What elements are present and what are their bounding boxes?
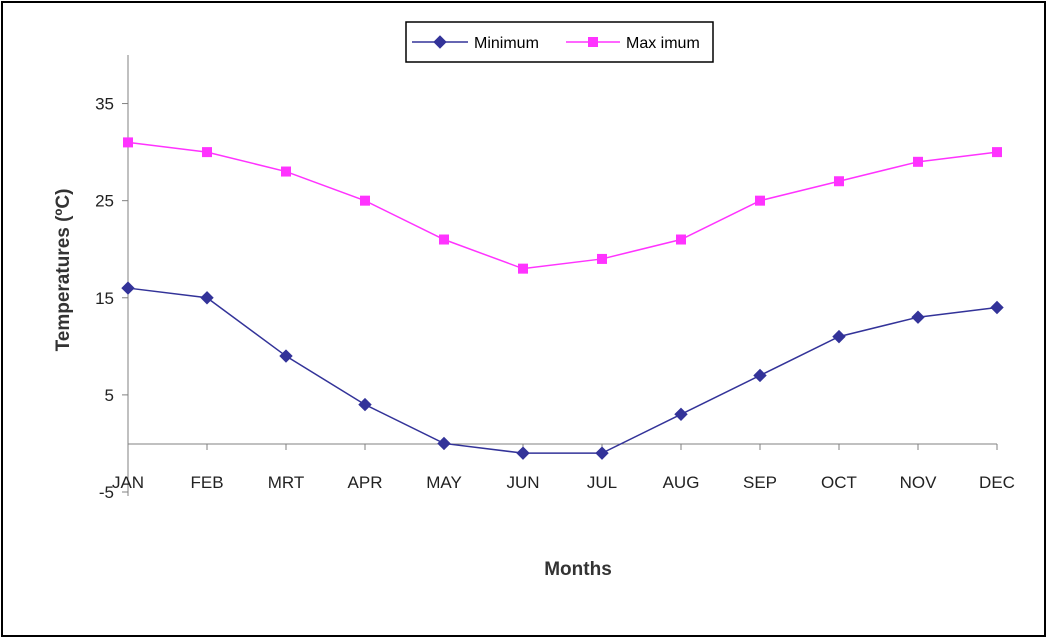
legend-label: Max imum xyxy=(626,35,700,52)
x-tick-label: NOV xyxy=(900,473,938,492)
diamond-point xyxy=(516,446,530,460)
diamond-point xyxy=(279,349,293,363)
x-tick-label: JUL xyxy=(587,473,617,492)
y-axis-ticks: 35 25 15 5 -5 xyxy=(95,95,128,502)
x-tick-label: MAY xyxy=(426,473,462,492)
series-line xyxy=(127,141,998,270)
square-point xyxy=(913,156,923,167)
series-line xyxy=(127,287,998,454)
x-axis-title: Months xyxy=(544,559,612,580)
square-legend-marker xyxy=(588,37,598,47)
square-point xyxy=(123,137,133,148)
diamond-point xyxy=(121,281,135,295)
x-tick-label: MRT xyxy=(268,473,305,492)
x-tick-label: DEC xyxy=(979,473,1015,492)
series-layer xyxy=(121,137,1004,460)
diamond-point xyxy=(358,397,372,412)
x-tick-label: JUN xyxy=(506,473,539,492)
legend: Minimum Max imum xyxy=(405,21,714,63)
diamond-point xyxy=(753,368,767,383)
square-point xyxy=(360,195,370,206)
square-point xyxy=(676,234,686,245)
diamond-point xyxy=(595,446,609,460)
y-tick-label: 5 xyxy=(105,386,114,405)
diamond-legend-marker xyxy=(433,35,447,49)
x-tick-label: APR xyxy=(348,473,383,492)
legend-item: Max imum xyxy=(566,35,700,52)
x-tick-label: FEB xyxy=(190,473,223,492)
square-point xyxy=(597,253,607,264)
square-point xyxy=(834,176,844,187)
diamond-point xyxy=(437,436,451,451)
y-axis-title: Temperatures (ºC) xyxy=(53,189,74,352)
x-tick-label: JAN xyxy=(112,473,144,492)
diamond-point xyxy=(832,329,846,344)
y-tick-label: 15 xyxy=(95,289,114,308)
diamond-point xyxy=(674,407,688,422)
legend-label: Minimum xyxy=(474,35,539,52)
series-minimum xyxy=(121,281,1004,460)
diamond-point xyxy=(911,310,925,324)
axes xyxy=(127,55,997,496)
x-tick-label: OCT xyxy=(821,473,857,492)
series-maximum xyxy=(123,137,1002,274)
square-point xyxy=(992,147,1002,158)
square-point xyxy=(281,166,291,177)
square-point xyxy=(202,147,212,158)
diamond-point xyxy=(200,291,214,305)
y-tick-label: 35 xyxy=(95,95,114,114)
x-axis-ticks: JAN FEB MRT APR MAY JUN JUL AUG SEP OCT NOV DEC xyxy=(112,444,1015,492)
y-tick-label: 25 xyxy=(95,192,114,211)
legend-item: Minimum xyxy=(412,35,539,52)
square-point xyxy=(755,195,765,206)
square-point xyxy=(518,263,528,274)
square-point xyxy=(439,234,449,245)
x-tick-label: AUG xyxy=(663,473,700,492)
x-tick-label: SEP xyxy=(743,473,777,492)
y-tick-label: -5 xyxy=(99,483,114,502)
diamond-point xyxy=(990,300,1004,315)
